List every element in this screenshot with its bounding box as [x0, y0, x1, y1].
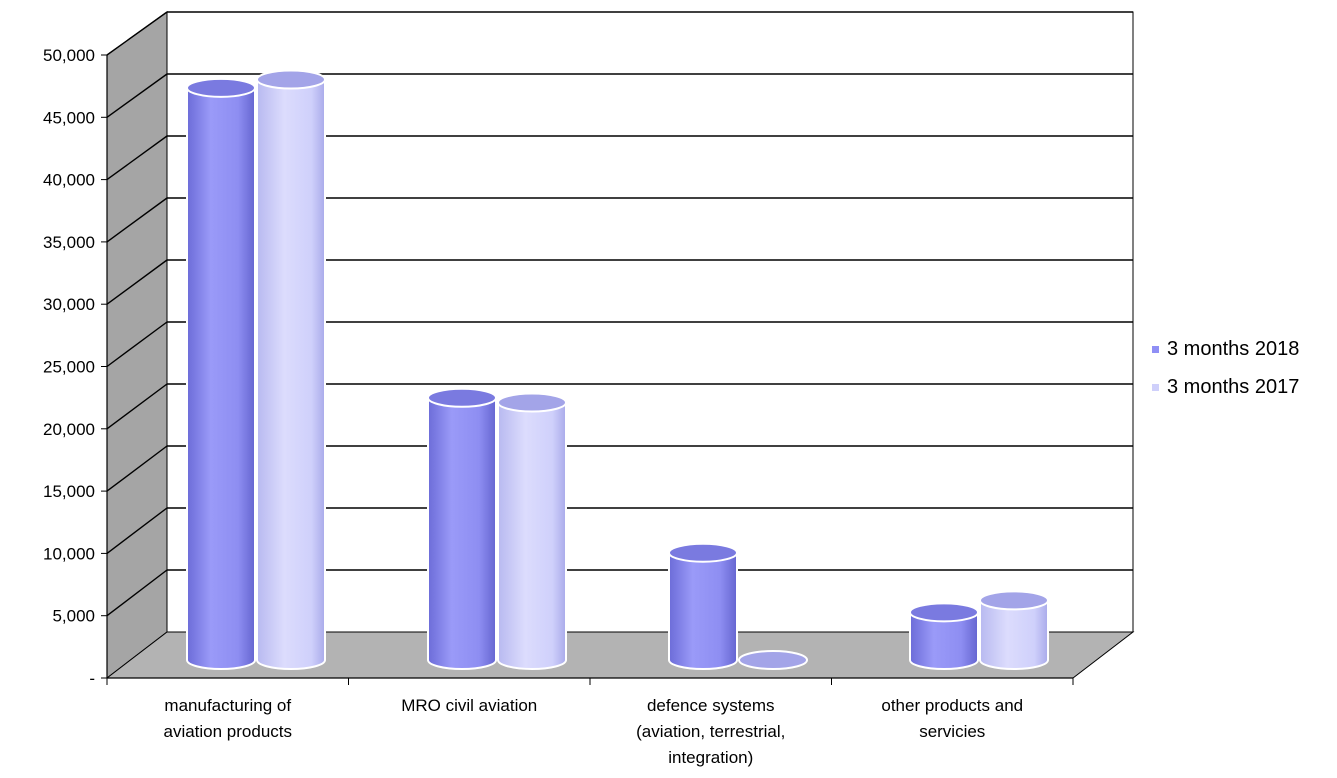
y-tick-label: 30,000 — [43, 295, 95, 314]
x-tick-label: MRO civil aviation — [401, 696, 537, 715]
gridline-side — [106, 197, 168, 243]
bar-top — [427, 387, 497, 408]
gridline-side — [106, 445, 168, 492]
bars — [186, 69, 1049, 670]
bar-body — [497, 401, 567, 670]
gridline-side — [106, 321, 168, 368]
legend-label-2018: 3 months 2018 — [1167, 337, 1300, 360]
bar-top — [497, 392, 567, 413]
bar-top — [186, 77, 256, 98]
bar-top — [979, 590, 1049, 611]
bar-2018-cat-3 — [909, 602, 979, 670]
x-tick-label: other products and — [881, 696, 1023, 715]
gridline-side — [106, 11, 168, 56]
bar-top — [738, 650, 808, 670]
x-tick-label: (aviation, terrestrial, — [636, 722, 785, 741]
y-tick-label: 45,000 — [43, 108, 95, 127]
legend-item-2017: 3 months 2017 — [1152, 368, 1299, 406]
legend-swatch-2018 — [1152, 345, 1159, 353]
legend-label-2017: 3 months 2017 — [1167, 375, 1300, 398]
legend-swatch-2017 — [1152, 383, 1159, 391]
y-tick-label: 10,000 — [43, 544, 95, 563]
gridline-side — [106, 73, 168, 118]
y-axis-ticks: - 5,000 10,000 15,000 20,000 25,000 30,000 35,0… — [43, 46, 107, 688]
bar-2018-cat-2 — [668, 542, 738, 670]
y-tick-label: 20,000 — [43, 420, 95, 439]
bar-top — [909, 602, 979, 623]
x-tick-label: integration) — [668, 748, 753, 767]
y-tick-label: 25,000 — [43, 358, 95, 377]
gridline-side — [106, 135, 168, 181]
x-tick-label: aviation products — [163, 722, 292, 741]
gridline-side — [106, 259, 168, 305]
y-tick-label: 35,000 — [43, 233, 95, 252]
bar-2018-cat-0 — [186, 77, 256, 670]
x-tick-label: defence systems — [647, 696, 775, 715]
gridline-side — [106, 569, 168, 617]
y-tick-label: 5,000 — [52, 607, 95, 626]
x-tick-label: servicies — [919, 722, 985, 741]
y-tick-label: 40,000 — [43, 171, 95, 190]
bar-2017-cat-3 — [979, 590, 1049, 670]
bar-body — [979, 599, 1049, 670]
gridline-side — [106, 383, 168, 430]
legend: 3 months 2018 3 months 2017 — [1152, 330, 1299, 406]
bar-2017-cat-0 — [256, 69, 326, 670]
gridlines — [106, 11, 1133, 617]
bar-2018-cat-1 — [427, 387, 497, 670]
bar-body — [668, 551, 738, 670]
y-tick-label: 15,000 — [43, 482, 95, 501]
bar-top — [668, 542, 738, 563]
x-axis-labels: manufacturing of aviation products MRO civ… — [163, 696, 1023, 767]
x-tick-label: manufacturing of — [164, 696, 291, 715]
y-tick-label: 50,000 — [43, 46, 95, 65]
bar-body — [427, 396, 497, 670]
gridline-side — [106, 507, 168, 554]
bar-body — [909, 611, 979, 670]
bar-body — [186, 86, 256, 670]
bar-body — [256, 78, 326, 670]
bar-2017-cat-1 — [497, 392, 567, 670]
legend-item-2018: 3 months 2018 — [1152, 330, 1299, 368]
y-tick-label: - — [89, 669, 95, 688]
bar-2017-cat-2 — [738, 650, 808, 670]
bar-top — [256, 69, 326, 90]
